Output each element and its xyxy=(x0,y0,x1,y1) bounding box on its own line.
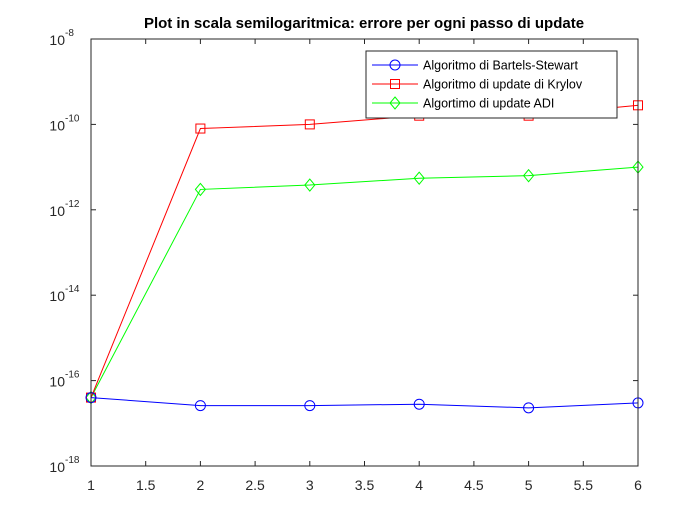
x-tick-label: 5.5 xyxy=(574,477,594,493)
x-tick-label: 4.5 xyxy=(464,477,484,493)
y-tick-exponent: -10 xyxy=(65,113,80,124)
legend-entry[interactable]: Algortimo di update ADI xyxy=(372,96,554,111)
y-tick-label: 10 xyxy=(49,32,65,48)
legend-swatch-square xyxy=(390,79,400,89)
y-tick-base: 10 xyxy=(49,374,65,390)
y-tick-exponent: -14 xyxy=(65,284,80,295)
x-tick-label: 3.5 xyxy=(355,477,375,493)
y-tick-base: 10 xyxy=(49,203,65,219)
x-tick-label: 1 xyxy=(87,477,95,493)
legend-swatch-diamond xyxy=(389,96,401,110)
y-tick-exponent: -18 xyxy=(65,455,80,466)
y-tick-base: 10 xyxy=(49,32,65,48)
data-point-diamond xyxy=(413,171,425,185)
legend-entry[interactable]: Algoritmo di update di Krylov xyxy=(372,78,583,92)
series-algoritmo-di-bartels-stewart xyxy=(85,392,644,414)
chart-title: Plot in scala semilogaritmica: errore pe… xyxy=(144,15,584,32)
x-tick-label: 6 xyxy=(634,477,642,493)
legend-label: Algortimo di update ADI xyxy=(423,97,554,111)
data-point-diamond xyxy=(194,182,207,197)
x-tick-label: 2 xyxy=(197,477,205,493)
y-tick-label: 10 xyxy=(49,459,65,475)
data-point-diamond xyxy=(304,178,316,192)
x-tick-label: 5 xyxy=(525,477,533,493)
legend[interactable]: Algoritmo di Bartels-Stewart Algoritmo di… xyxy=(365,50,618,119)
axes-box xyxy=(90,38,639,467)
data-point-circle xyxy=(194,400,206,412)
series-line xyxy=(90,166,639,398)
data-point-square xyxy=(304,119,315,130)
data-point-circle xyxy=(413,398,425,410)
y-tick-label: 10 xyxy=(49,203,65,219)
data-point-circle xyxy=(523,402,535,414)
y-tick-label: 10 xyxy=(49,117,65,133)
legend-entry[interactable]: Algoritmo di Bartels-Stewart xyxy=(372,59,578,73)
y-tick-exponent: -16 xyxy=(65,370,80,381)
y-tick-base: 10 xyxy=(49,459,65,475)
x-axis: 1 1.5 2 2.5 3 3.5 4 4.5 5 5.5 6 xyxy=(87,39,642,493)
y-tick-label: 10 xyxy=(49,374,65,390)
data-point-square xyxy=(195,123,206,134)
x-tick-label: 1.5 xyxy=(136,477,156,493)
y-tick-exponent: -12 xyxy=(65,199,80,210)
y-tick-label: 10 xyxy=(49,288,65,304)
data-point-circle xyxy=(304,400,316,412)
data-point-diamond xyxy=(522,168,535,183)
x-tick-label: 2.5 xyxy=(245,477,265,493)
legend-swatch-circle xyxy=(389,59,401,71)
y-tick-base: 10 xyxy=(49,288,65,304)
legend-label: Algoritmo di Bartels-Stewart xyxy=(423,59,578,73)
y-tick-exponent: -8 xyxy=(65,28,74,39)
x-tick-label: 4 xyxy=(415,477,423,493)
series-line xyxy=(90,397,639,409)
y-tick-base: 10 xyxy=(49,117,65,133)
legend-label: Algoritmo di update di Krylov xyxy=(423,78,583,92)
x-tick-label: 3 xyxy=(306,477,314,493)
